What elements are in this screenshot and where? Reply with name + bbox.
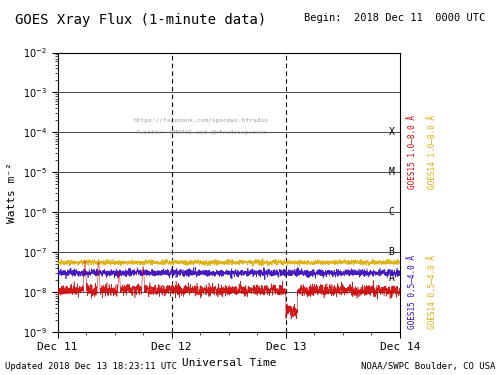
Text: X: X — [388, 128, 394, 137]
Text: Begin:  2018 Dec 11  0000 UTC: Begin: 2018 Dec 11 0000 UTC — [304, 13, 485, 23]
Text: A: A — [388, 273, 394, 283]
Text: B: B — [388, 247, 394, 257]
Text: C: C — [388, 207, 394, 217]
Text: Updated 2018 Dec 13 18:23:11 UTC: Updated 2018 Dec 13 18:23:11 UTC — [5, 362, 177, 371]
X-axis label: Universal Time: Universal Time — [182, 358, 276, 368]
Text: Twitter: @NW7US and @hfradiospacews: Twitter: @NW7US and @hfradiospacews — [136, 129, 267, 135]
Text: GOES15 1.0–8.0 Å: GOES15 1.0–8.0 Å — [408, 115, 417, 189]
Text: NOAA/SWPC Boulder, CO USA: NOAA/SWPC Boulder, CO USA — [360, 362, 495, 371]
Text: GOES14 1.0–8.0 Å: GOES14 1.0–8.0 Å — [428, 115, 437, 189]
Y-axis label: Watts m⁻²: Watts m⁻² — [8, 162, 18, 223]
Text: GOES14 0.5–4.0 Å: GOES14 0.5–4.0 Å — [428, 255, 437, 329]
Text: https://facebook.com/spacewx.hfradio: https://facebook.com/spacewx.hfradio — [134, 118, 269, 123]
Text: GOES15 0.5–4.0 Å: GOES15 0.5–4.0 Å — [408, 255, 417, 329]
Text: M: M — [388, 167, 394, 177]
Text: GOES Xray Flux (1-minute data): GOES Xray Flux (1-minute data) — [15, 13, 266, 27]
